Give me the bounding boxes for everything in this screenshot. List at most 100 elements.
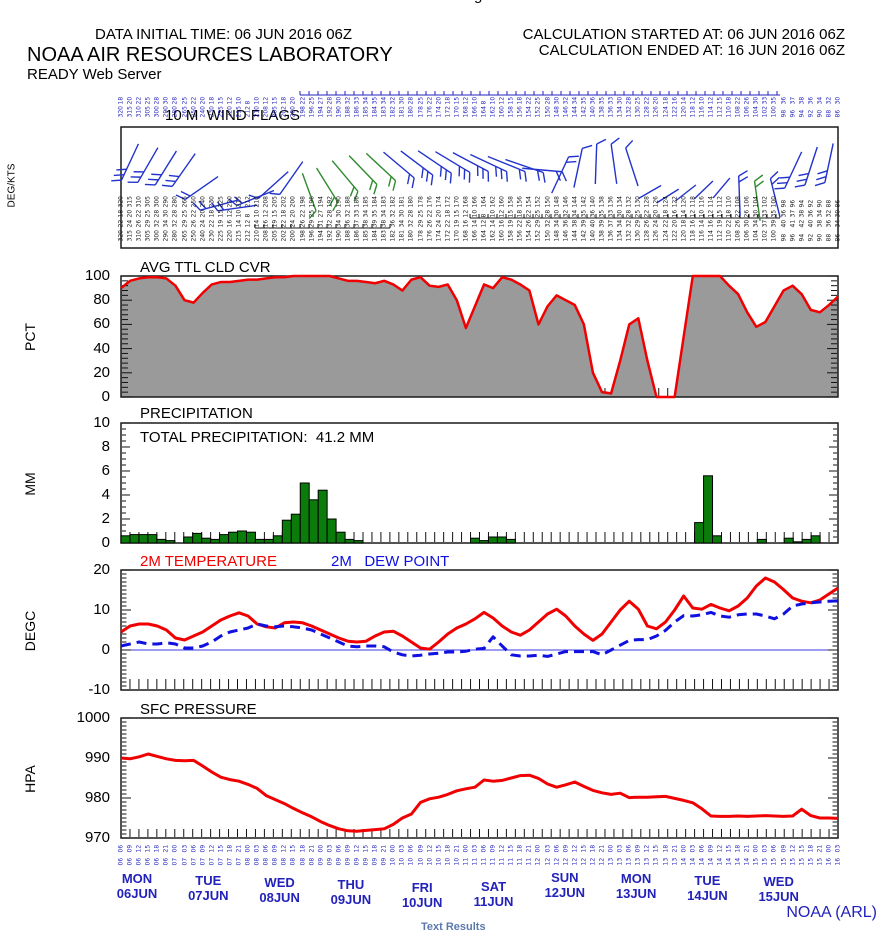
- day-axis-row: 08: [271, 857, 279, 866]
- wind-gust-row: 40: [780, 219, 788, 228]
- hour-axis-row: 06: [335, 844, 343, 853]
- hour-axis-row: 03: [326, 844, 334, 853]
- wind-barb: [738, 170, 749, 217]
- wind-direction-row-top: 132: [625, 106, 633, 118]
- wind-direction-row-2: 178: [417, 230, 424, 242]
- wind-direction-row-top: 240: [199, 106, 207, 118]
- wind-barb: [551, 155, 579, 194]
- date-label-day: TUE: [195, 873, 222, 888]
- wind-direction-row-top: 106: [743, 106, 751, 118]
- wind-direction-row-top: 190: [335, 106, 343, 118]
- precip-panel-title: PRECIPITATION: [140, 405, 253, 422]
- wind-barb: [610, 137, 620, 184]
- wind-direction-row-2: 194: [317, 230, 325, 242]
- date-label-date: 10JUN: [401, 895, 443, 910]
- day-axis-row: 16: [825, 857, 833, 866]
- precip-bar: [219, 534, 230, 544]
- wind-speed-row-top: 10: [698, 96, 706, 105]
- wind-direction-row-top: 86: [834, 109, 842, 118]
- wind-direction-row-top: 154: [525, 106, 533, 118]
- cloud-y-tick-label: 20: [93, 363, 110, 381]
- cloud-y-tick-label: 100: [84, 267, 110, 284]
- hour-axis-row: 00: [171, 844, 179, 853]
- wind-barb-feather: [392, 180, 397, 191]
- wind-speed-row-top: 22: [643, 96, 651, 105]
- precip-bar: [505, 538, 516, 544]
- wind-direction-row-2: 150: [544, 230, 552, 242]
- day-axis-row: 13: [652, 857, 660, 866]
- wind-direction-row-2: 174: [435, 230, 443, 242]
- wind-direction-row-2: 215: [235, 230, 243, 242]
- wind-barb-feather: [113, 173, 125, 177]
- wind-direction-row-2: 138: [598, 230, 606, 242]
- wind-barb-staff: [594, 143, 598, 185]
- wind-direction-row-2: 198: [299, 230, 307, 242]
- pressure-y-tick-label: 970: [84, 829, 110, 846]
- wind-direction-row-top: 148: [553, 106, 561, 118]
- precip-bar: [756, 538, 767, 544]
- wind-barb-feather: [228, 198, 238, 207]
- wind-barb-feather: [796, 178, 807, 182]
- wind-direction-row-top: 90: [816, 109, 824, 118]
- wind-direction-row-2: 164: [480, 230, 488, 242]
- wind-direction-row-top: 136: [607, 106, 615, 118]
- wind-speed-row-top: 33: [607, 96, 615, 105]
- wind-direction-row-2: 132: [625, 230, 633, 242]
- date-label-date: 07JUN: [188, 888, 229, 903]
- wind-barb: [175, 175, 219, 201]
- day-axis-row: 10: [453, 857, 461, 866]
- wind-speed-row-top: 35: [580, 96, 588, 105]
- hour-axis-row: 18: [589, 844, 597, 853]
- wind-speed-row-top: 18: [516, 96, 524, 105]
- day-axis-row: 10: [426, 857, 434, 866]
- wind-speed-row-top: 28: [153, 96, 161, 105]
- wind-barb-staff: [120, 143, 140, 181]
- wind-direction-row-2: 184: [371, 230, 379, 242]
- wind-direction-row-top: 215: [235, 106, 243, 118]
- wind-speed-row-top: 15: [217, 96, 225, 105]
- wind-gust-row: 38: [380, 219, 388, 228]
- wind-direction-row-2: 118: [689, 230, 697, 242]
- wind-barb-feather: [738, 176, 749, 183]
- hour-axis-row: 21: [235, 844, 243, 853]
- wind-barb: [383, 151, 415, 189]
- day-axis-row: 09: [317, 857, 325, 866]
- data-initial-time: DATA INITIAL TIME: 06 JUN 2016 06Z: [95, 26, 353, 43]
- wind-barb-feather: [116, 168, 127, 171]
- wind-barb: [248, 171, 289, 200]
- wind-barb-feather: [738, 170, 748, 177]
- wind-barb-feather: [425, 171, 429, 182]
- day-axis-row: 12: [544, 857, 552, 866]
- wind-barb-feather: [248, 194, 259, 200]
- wind-direction-row-2: 128: [643, 230, 651, 242]
- wind-barb-feather: [794, 184, 806, 188]
- wind-barb: [435, 151, 471, 183]
- wind-direction-row-2: 265: [181, 230, 189, 242]
- wind-direction-row-top: 181: [398, 106, 406, 118]
- hour-axis-row: 12: [789, 844, 797, 853]
- wind-gust-row: 24: [652, 219, 660, 228]
- hour-axis-row: 21: [453, 844, 461, 853]
- text-results-link[interactable]: Text Results: [421, 921, 486, 933]
- wind-barb-feather: [518, 169, 522, 180]
- wind-direction-row-top: 220: [226, 106, 234, 118]
- wind-speed-row-top: 33: [761, 96, 769, 105]
- day-axis-row: 12: [571, 857, 579, 866]
- date-label-date: 08JUN: [259, 890, 300, 905]
- wind-barb-feather: [411, 177, 415, 189]
- wind-gust-row: 36: [825, 219, 833, 228]
- day-axis-row: 07: [199, 857, 207, 866]
- wind-direction-row-top: 174: [435, 106, 443, 118]
- hour-axis-row: 06: [117, 844, 125, 853]
- wind-barb-staff: [753, 181, 761, 221]
- wind-gust-row: 19: [716, 219, 724, 228]
- day-axis-row: 08: [289, 857, 297, 866]
- temp-y-tick-label: 10: [93, 601, 110, 618]
- wind-direction-row-2: 94: [798, 233, 806, 242]
- hour-axis-row: 12: [716, 844, 724, 853]
- wind-speed-row-top: 30: [752, 96, 760, 105]
- wind-speed-row-top: 18: [725, 96, 733, 105]
- wind-speed-row-top: 30: [335, 96, 343, 105]
- day-axis-row: 14: [725, 857, 733, 866]
- wind-barb: [814, 143, 834, 187]
